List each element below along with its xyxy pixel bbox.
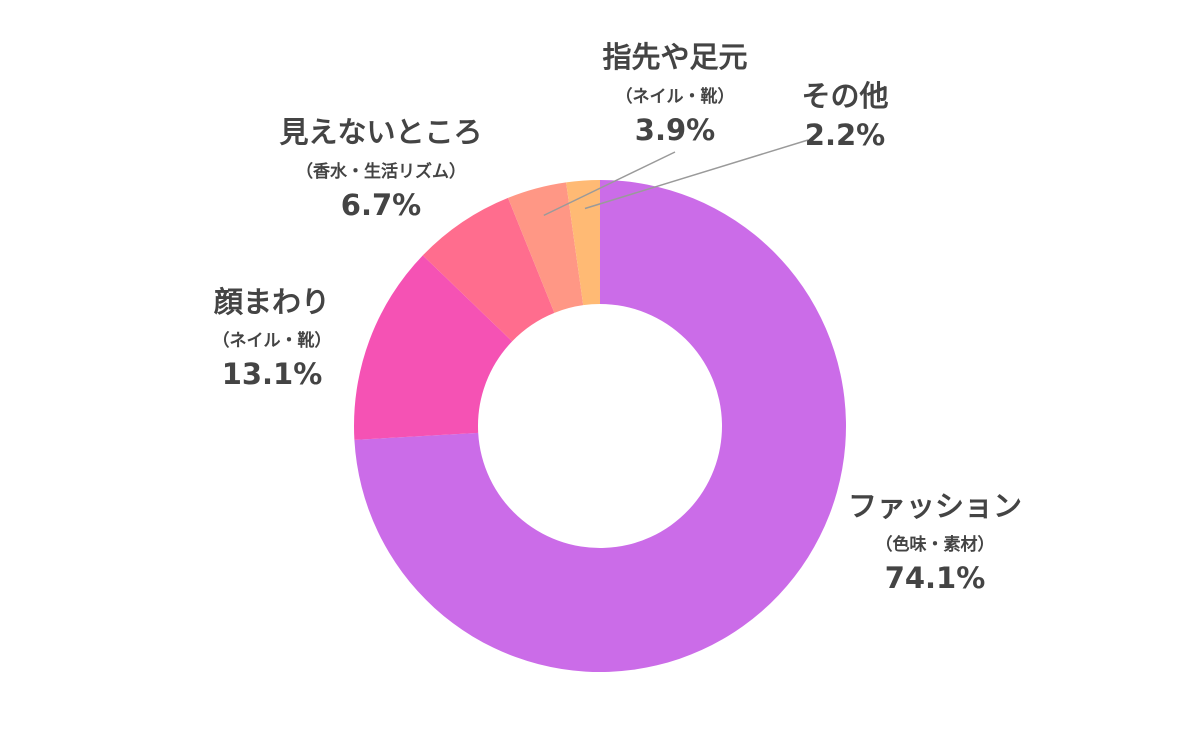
donut-slices — [354, 179, 846, 672]
label-invisible-value: 6.7% — [341, 188, 421, 222]
label-face-value: 13.1% — [222, 357, 323, 391]
leader-line-other — [584, 139, 809, 210]
label-face-sub: （ネイル・靴） — [213, 330, 332, 351]
label-fingertips-name: 指先や足元 — [602, 40, 747, 74]
slice-fashion — [354, 179, 846, 672]
slice-other — [566, 180, 600, 306]
label-fashion-value: 74.1% — [885, 561, 986, 595]
label-fashion-sub: （色味・素材） — [876, 534, 995, 555]
label-other-name: その他 — [801, 79, 888, 113]
leader-lines — [543, 139, 809, 217]
label-invisible-name: 見えないところ — [279, 115, 482, 149]
label-fingertips-value: 3.9% — [635, 113, 715, 147]
label-fashion-name: ファッション — [848, 489, 1022, 523]
slice-face — [354, 255, 513, 440]
label-fingertips-sub: （ネイル・靴） — [616, 86, 735, 107]
slice-fingertips — [508, 182, 584, 313]
label-other-value: 2.2% — [805, 118, 885, 152]
slice-invisible — [422, 197, 555, 342]
leader-line-fingertips — [543, 151, 676, 217]
label-invisible-sub: （香水・生活リズム） — [296, 161, 466, 182]
label-face-name: 顔まわり — [213, 285, 330, 319]
